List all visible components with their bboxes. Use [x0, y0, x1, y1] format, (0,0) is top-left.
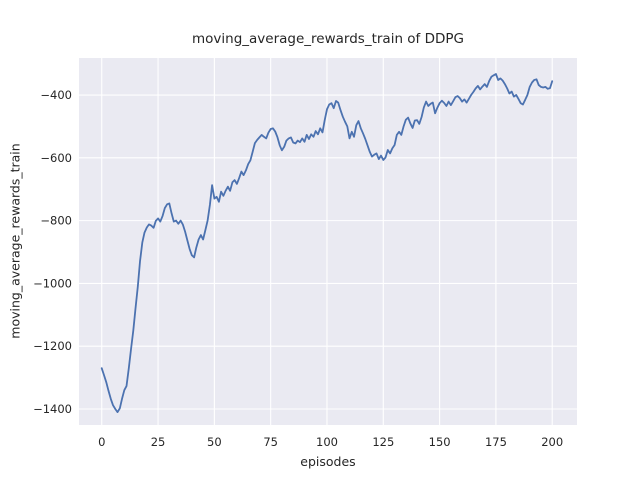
x-tick-label: 50 [207, 435, 222, 449]
x-tick-label: 0 [98, 435, 105, 449]
y-tick-label: −800 [40, 214, 72, 228]
plot-area [79, 58, 577, 425]
y-tick-label: −600 [40, 151, 72, 165]
x-axis-label: episodes [300, 454, 356, 469]
y-axis-label: moving_average_rewards_train [7, 143, 23, 339]
x-tick-label: 175 [485, 435, 507, 449]
y-tick-label: −1400 [33, 402, 72, 416]
x-tick-label: 125 [372, 435, 394, 449]
y-tick-label: −1200 [33, 339, 72, 353]
reward-line [100, 73, 554, 414]
y-tick-label: −1000 [33, 276, 72, 290]
x-tick-label: 100 [316, 435, 338, 449]
y-tick-label: −400 [40, 88, 72, 102]
x-tick-label: 200 [541, 435, 563, 449]
x-tick-label: 150 [429, 435, 451, 449]
chart-title: moving_average_rewards_train of DDPG [192, 31, 464, 47]
x-tick-label: 75 [263, 435, 278, 449]
x-tick-label: 25 [151, 435, 166, 449]
